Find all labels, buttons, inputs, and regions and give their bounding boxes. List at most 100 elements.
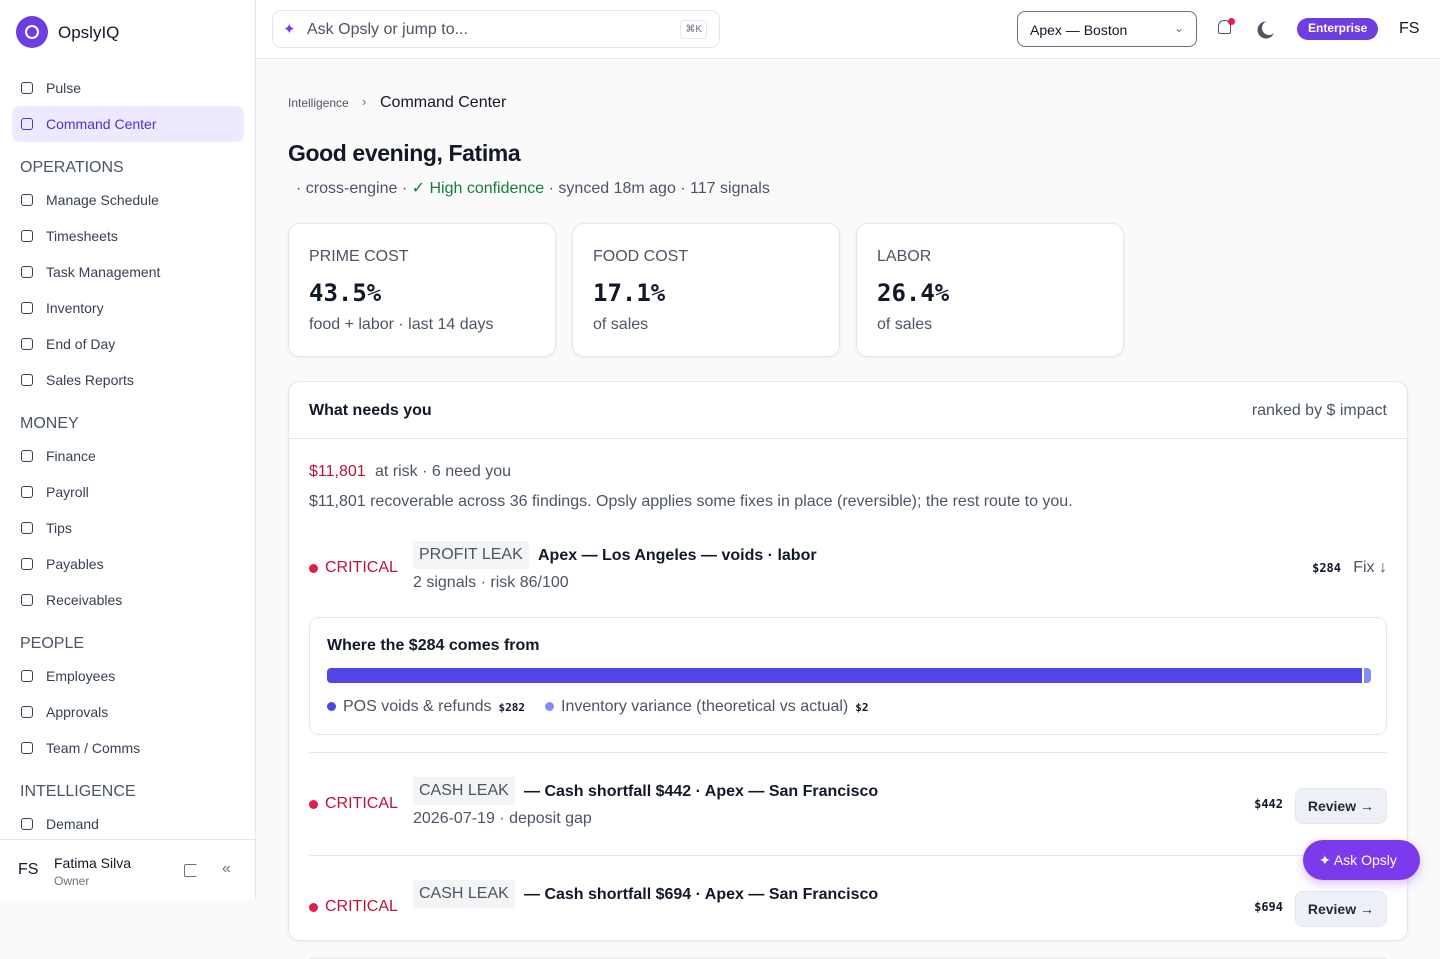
nav-item[interactable]: Team / Comms bbox=[12, 730, 244, 766]
breadcrumb-current: Command Center bbox=[380, 94, 507, 111]
finding-title: — Cash shortfall $694 · Apex — San Franc… bbox=[524, 886, 879, 903]
nav-item[interactable]: Tips bbox=[12, 510, 244, 546]
kpi-card: PRIME COST 43.5% food + labor · last 14 da… bbox=[288, 223, 556, 357]
finding-tag: CASH LEAK bbox=[413, 880, 515, 908]
nav-label: Payables bbox=[46, 556, 104, 572]
nav-label: Timesheets bbox=[46, 228, 118, 244]
finding-amount: $694 bbox=[1254, 900, 1283, 914]
nav-item[interactable]: Finance bbox=[12, 438, 244, 474]
chevron: ⌄ bbox=[1173, 21, 1184, 35]
nav-item[interactable]: Approvals bbox=[12, 694, 244, 730]
kpi-note: food + labor · last 14 days bbox=[309, 316, 494, 333]
nav-icon bbox=[21, 818, 33, 830]
severity: CRITICAL bbox=[325, 559, 398, 576]
collapse-button[interactable]: « bbox=[222, 860, 231, 877]
location-select[interactable]: Apex — Boston ⌄ bbox=[1017, 11, 1197, 47]
nav-icon bbox=[21, 742, 33, 754]
nav-icon bbox=[21, 450, 33, 462]
breadcrumb-sep: › bbox=[362, 94, 367, 109]
nav-label: Approvals bbox=[46, 704, 109, 720]
divider bbox=[309, 855, 1387, 856]
sparkle-icon: ✦ bbox=[283, 21, 296, 38]
legend-name: POS voids & refunds bbox=[343, 698, 492, 715]
severity: CRITICAL bbox=[325, 898, 398, 915]
user-name: Fatima Silva bbox=[54, 855, 132, 871]
nav-item[interactable]: Receivables bbox=[12, 582, 244, 618]
nav-item[interactable]: Sales Reports bbox=[12, 362, 244, 398]
legend-dot bbox=[327, 702, 336, 711]
plan-badge: Enterprise bbox=[1297, 18, 1379, 40]
nav-label: Inventory bbox=[46, 300, 104, 316]
finding-title: — Cash shortfall $442 · Apex — San Franc… bbox=[524, 783, 879, 800]
breakdown-title: Where the $284 comes from bbox=[327, 637, 540, 654]
severity-dot bbox=[309, 800, 318, 809]
breadcrumb[interactable]: Intelligence bbox=[288, 96, 349, 110]
nav-item[interactable]: Employees bbox=[12, 658, 244, 694]
nav-section: INTELLIGENCE bbox=[20, 783, 136, 800]
kpi-value: 17.1% bbox=[593, 279, 666, 307]
nav-label: Demand bbox=[46, 816, 99, 832]
finding-amount: $284 bbox=[1312, 561, 1341, 575]
bar-segment bbox=[1363, 668, 1371, 683]
severity-dot bbox=[309, 903, 318, 912]
nav-item[interactable]: Payables bbox=[12, 546, 244, 582]
finding-meta: 2 signals · risk 86/100 bbox=[413, 574, 569, 591]
avatar[interactable]: FS bbox=[1399, 20, 1420, 37]
ask-button[interactable]: ✦ Ask Opsly bbox=[1303, 840, 1420, 880]
action-button[interactable]: Review → bbox=[1294, 891, 1387, 927]
nav-label: Sales Reports bbox=[46, 372, 134, 388]
nav-item[interactable]: Pulse bbox=[12, 70, 244, 106]
severity-dot bbox=[309, 564, 318, 573]
finding-tag: PROFIT LEAK bbox=[413, 541, 529, 569]
nav-label: Payroll bbox=[46, 484, 89, 500]
action-button[interactable]: Fix ↓ bbox=[1353, 559, 1387, 576]
avatar[interactable]: FS bbox=[18, 861, 39, 878]
theme-toggle[interactable] bbox=[1262, 21, 1276, 35]
legend-dot bbox=[545, 702, 554, 711]
notification-dot bbox=[1228, 18, 1235, 25]
location: Apex — Boston bbox=[1030, 22, 1128, 38]
nav-item[interactable]: Command Center bbox=[12, 106, 244, 142]
search-placeholder: Ask Opsly or jump to... bbox=[307, 21, 468, 38]
logo[interactable] bbox=[16, 16, 48, 48]
finding: CRITICAL CASH LEAK — Cash shortfall $442 ·… bbox=[309, 777, 1387, 837]
severity: CRITICAL bbox=[325, 795, 398, 812]
kpi-label: LABOR bbox=[877, 248, 932, 265]
nav-item[interactable]: End of Day bbox=[12, 326, 244, 362]
logo-mark bbox=[25, 25, 39, 39]
nav-label: Receivables bbox=[46, 592, 123, 608]
logout-button[interactable] bbox=[184, 864, 197, 877]
nav-label: Task Management bbox=[46, 264, 161, 280]
findings-panel: What needs you ranked by $ impact $11,80… bbox=[288, 381, 1408, 959]
bar-segment bbox=[327, 668, 1362, 683]
legend-name: Inventory variance (theoretical vs actua… bbox=[561, 698, 849, 715]
nav-section: PEOPLE bbox=[20, 635, 85, 652]
legend-value: $2 bbox=[855, 701, 869, 714]
legend-value: $282 bbox=[498, 701, 526, 714]
panel-title: What needs you bbox=[309, 402, 432, 419]
nav-item[interactable]: Manage Schedule bbox=[12, 182, 244, 218]
summary: $11,801 recoverable across 36 findings. … bbox=[309, 493, 1073, 510]
panel-sort: ranked by $ impact bbox=[1251, 402, 1387, 419]
action-button[interactable]: Review → bbox=[1294, 788, 1387, 824]
status: · cross-engine · ✓ High confidence · syn… bbox=[296, 178, 770, 198]
nav-icon bbox=[21, 706, 33, 718]
nav-item[interactable]: Task Management bbox=[12, 254, 244, 290]
nav-item[interactable]: Inventory bbox=[12, 290, 244, 326]
divider bbox=[309, 752, 1387, 753]
kpi-value: 43.5% bbox=[309, 279, 382, 307]
search[interactable]: ✦ Ask Opsly or jump to... ⌘K bbox=[272, 10, 720, 48]
nav-section: MONEY bbox=[20, 415, 79, 432]
nav-item[interactable]: Payroll bbox=[12, 474, 244, 510]
nav-icon bbox=[21, 522, 33, 534]
status-text: · cross-engine · bbox=[296, 180, 408, 197]
kpi-card: LABOR 26.4% of sales bbox=[856, 223, 1124, 357]
nav-icon bbox=[21, 338, 33, 350]
notifications[interactable] bbox=[1218, 20, 1231, 34]
nav-icon bbox=[21, 374, 33, 386]
nav-item[interactable]: Timesheets bbox=[12, 218, 244, 254]
kpi-note: of sales bbox=[593, 316, 649, 333]
nav-item[interactable]: Demand bbox=[12, 806, 244, 842]
breakdown: Where the $284 comes from POS voids & ref… bbox=[309, 617, 1387, 735]
